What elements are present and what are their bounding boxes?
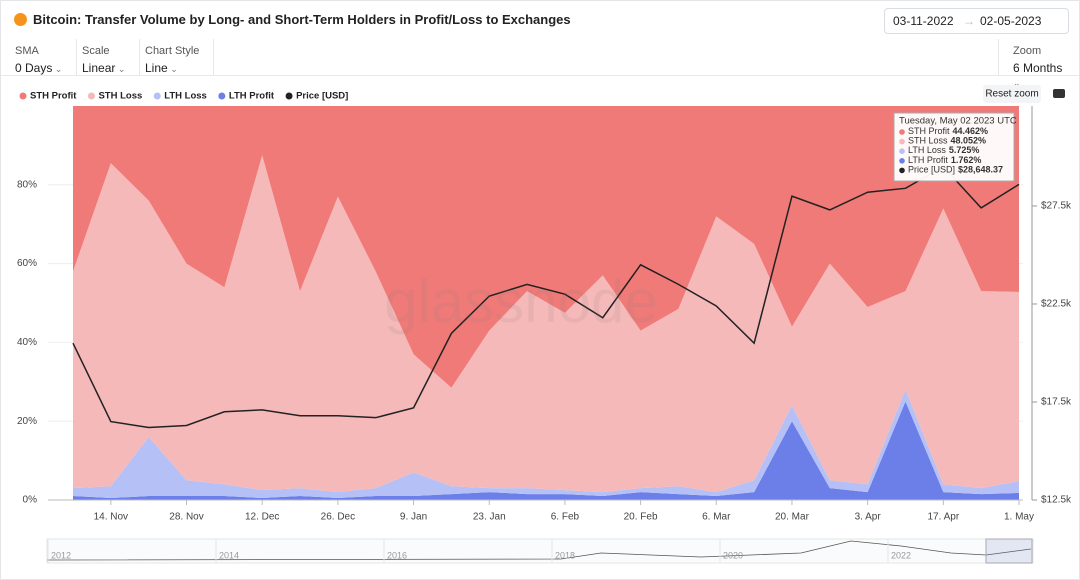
control[interactable]: Scale Linear <box>68 39 141 75</box>
tooltip-marker <box>899 129 905 135</box>
navigator-label: 2022 <box>891 550 911 560</box>
legend-marker <box>87 92 95 100</box>
tooltip-marker <box>899 158 905 164</box>
date-to[interactable]: 02-05-2023 <box>980 14 1042 28</box>
y2-tick-label: $17.5k <box>1041 397 1072 408</box>
tooltip-name: LTH Loss <box>908 146 946 156</box>
control-label: SMA <box>15 45 39 57</box>
zoom-control[interactable]: Zoom 6 Months <box>998 39 1079 75</box>
legend-marker <box>218 92 226 100</box>
x-tick-label: 1. May <box>1004 512 1034 523</box>
tooltip-value: 5.725% <box>949 146 980 156</box>
tooltip-marker <box>899 138 905 145</box>
control[interactable]: Chart Style Line <box>131 39 215 75</box>
tooltip-label: STH Loss48.052% <box>908 136 986 146</box>
x-tick-label: 17. Apr <box>927 512 959 523</box>
tooltip-value: 44.462% <box>953 126 989 136</box>
y2-tick-label: $27.5k <box>1041 201 1072 212</box>
price-line <box>72 165 1020 429</box>
y-tick-label: 20% <box>17 416 37 427</box>
reset-zoom-button[interactable] <box>983 85 1041 103</box>
tooltip-label: LTH Profit1.762% <box>908 155 981 165</box>
area <box>73 401 1019 500</box>
tooltip-name: Price [USD] <box>908 165 955 175</box>
navigator-label: 2018 <box>555 550 575 560</box>
tooltip-name: LTH Profit <box>908 155 948 165</box>
x-tick-label: 14. Nov <box>94 512 128 523</box>
chart-title: Bitcoin: Transfer Volume by Long- and Sh… <box>33 12 571 27</box>
tooltip-value: $28,648.37 <box>958 165 1003 175</box>
divider <box>1 75 1079 76</box>
legend-marker <box>153 92 161 100</box>
tooltip-name: STH Loss <box>908 136 948 146</box>
legend-label[interactable]: Price [USD] <box>296 91 348 102</box>
date-from[interactable]: 03-11-2022 <box>893 14 954 28</box>
area <box>73 155 1019 493</box>
x-tick-label: 6. Mar <box>702 512 731 523</box>
y-tick-label: 80% <box>17 179 37 190</box>
tooltip-label: Price [USD]$28,648.37 <box>908 165 1003 175</box>
navigator-label: 2020 <box>723 550 743 560</box>
y2-tick-label: $22.5k <box>1041 299 1072 310</box>
reset-zoom-label[interactable]: Reset zoom <box>985 89 1038 100</box>
navigator-label: 2014 <box>219 550 239 560</box>
area <box>73 106 1019 388</box>
arrow: → <box>963 14 975 28</box>
y-tick-label: 60% <box>17 258 37 269</box>
legend-label[interactable]: LTH Loss <box>164 91 207 102</box>
tooltip-title: Tuesday, May 02 2023 UTC <box>899 116 1017 127</box>
bitcoin-icon <box>14 13 27 26</box>
control-label: Scale <box>82 45 110 57</box>
control-label: Chart Style <box>145 45 200 57</box>
x-tick-label: 6. Feb <box>551 512 580 523</box>
tooltip-label: STH Profit44.462% <box>908 126 988 136</box>
control-value[interactable]: 0 Days <box>15 61 62 75</box>
x-tick-label: 20. Mar <box>775 512 810 523</box>
legend-label[interactable]: STH Loss <box>98 91 142 102</box>
y2-tick-label: $12.5k <box>1041 495 1072 506</box>
control-value[interactable]: Line <box>145 61 199 75</box>
camera-icon[interactable] <box>1053 89 1065 98</box>
control[interactable]: SMA 0 Days <box>1 39 78 75</box>
tooltip-name: STH Profit <box>908 126 950 136</box>
date-range[interactable]: 03-11-2022 → 02-05-2023 <box>884 8 1069 34</box>
x-tick-label: 23. Jan <box>473 512 506 523</box>
x-tick-label: 9. Jan <box>400 512 427 523</box>
tooltip-marker <box>899 167 905 174</box>
tooltip-marker <box>899 148 905 154</box>
control-value[interactable]: Linear <box>82 61 125 75</box>
y-tick-label: 0% <box>23 495 38 506</box>
control-value[interactable]: 6 Months <box>1013 61 1065 89</box>
x-tick-label: 20. Feb <box>624 512 658 523</box>
control-label: Zoom <box>1013 45 1042 57</box>
y-tick-label: 40% <box>17 337 37 348</box>
x-tick-label: 26. Dec <box>321 512 355 523</box>
navigator-label: 2016 <box>387 550 407 560</box>
legend-marker <box>285 92 293 100</box>
watermark: glassnode <box>384 268 658 335</box>
area <box>73 389 1019 499</box>
tooltip-label: LTH Loss5.725% <box>908 146 979 156</box>
x-tick-label: 28. Nov <box>169 512 203 523</box>
x-tick-label: 12. Dec <box>245 512 279 523</box>
legend-label[interactable]: STH Profit <box>30 91 77 102</box>
tooltip-value: 48.052% <box>951 136 987 146</box>
navigator-window[interactable] <box>985 538 1033 564</box>
tooltip-value: 1.762% <box>951 155 982 165</box>
tooltip-box <box>893 112 1015 182</box>
legend-label[interactable]: LTH Profit <box>229 91 275 102</box>
x-tick-label: 3. Apr <box>855 512 882 523</box>
navigator-label: 2012 <box>51 550 71 560</box>
navigator-line <box>46 540 1032 561</box>
legend-marker <box>19 92 27 100</box>
